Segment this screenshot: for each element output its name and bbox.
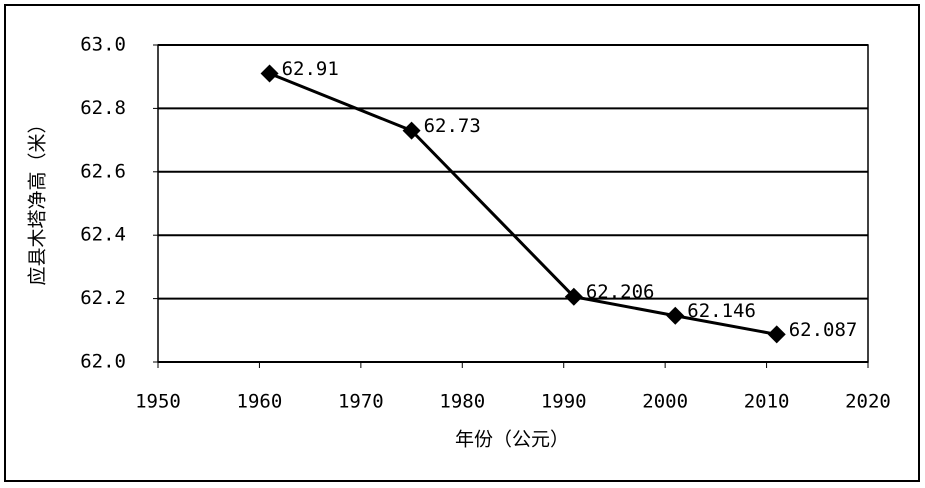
y-axis-title: 应县木塔净高（米） (27, 114, 49, 285)
x-tick-label: 2000 (642, 391, 688, 413)
data-label: 62.73 (424, 115, 481, 137)
data-label: 62.91 (282, 58, 339, 80)
x-tick-label: 2020 (845, 391, 891, 413)
y-tick-label: 62.8 (80, 97, 126, 119)
plot-area (157, 44, 869, 363)
data-label: 62.206 (586, 281, 655, 303)
x-tick-label: 1990 (541, 391, 587, 413)
marker (260, 64, 279, 83)
x-tick-label: 2010 (744, 391, 790, 413)
y-tick-label: 63.0 (80, 34, 126, 56)
marker (767, 325, 786, 344)
x-tick-label: 1970 (338, 391, 384, 413)
y-tick-label: 62.2 (80, 287, 126, 309)
y-tick-label: 62.0 (80, 351, 126, 373)
marker (564, 287, 583, 306)
line (269, 72, 777, 336)
y-tick-label: 62.6 (80, 160, 126, 182)
y-tick-label: 62.4 (80, 224, 126, 246)
data-label: 62.087 (789, 319, 858, 341)
frame (4, 4, 920, 482)
x-tick-label: 1980 (439, 391, 485, 413)
x-tick-label: 1950 (135, 391, 181, 413)
x-axis-title: 年份（公元） (455, 429, 569, 451)
data-label: 62.146 (687, 300, 756, 322)
x-tick-label: 1960 (237, 391, 283, 413)
marker (666, 306, 685, 325)
marker (402, 121, 421, 140)
